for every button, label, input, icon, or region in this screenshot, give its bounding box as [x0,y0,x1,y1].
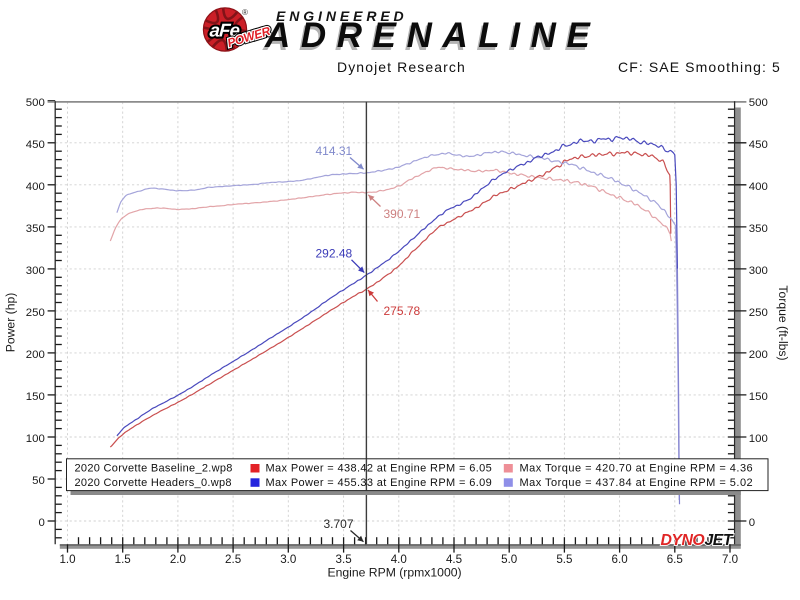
svg-text:0: 0 [38,517,44,529]
svg-text:300: 300 [749,265,768,277]
svg-text:390.71: 390.71 [384,207,421,221]
svg-text:292.48: 292.48 [316,247,353,261]
svg-text:Max Torque = 437.84 at Engine: Max Torque = 437.84 at Engine RPM = 5.02 [520,477,754,489]
svg-text:1.0: 1.0 [59,553,75,566]
svg-text:JET: JET [705,532,734,549]
svg-text:250: 250 [749,307,768,319]
svg-text:DYNO: DYNO [661,532,706,549]
svg-text:300: 300 [26,265,45,277]
svg-text:400: 400 [749,181,768,193]
svg-text:2020 Corvette Headers_0.wp8: 2020 Corvette Headers_0.wp8 [75,477,232,489]
svg-text:4.5: 4.5 [446,553,462,566]
svg-text:250: 250 [26,307,45,319]
svg-text:100: 100 [26,433,45,445]
svg-text:150: 150 [26,391,45,403]
svg-text:Max Power = 438.42 at Engine R: Max Power = 438.42 at Engine RPM = 6.05 [266,463,493,475]
svg-text:6.5: 6.5 [667,553,683,566]
svg-text:DYNO: DYNO [661,532,706,549]
svg-text:3.0: 3.0 [280,553,296,566]
svg-text:2.0: 2.0 [170,553,186,566]
svg-text:275.78: 275.78 [384,304,421,318]
svg-text:3.707: 3.707 [324,517,354,531]
svg-text:414.31: 414.31 [316,144,353,158]
svg-text:50: 50 [32,475,45,487]
svg-text:Max Torque = 420.70 at Engine: Max Torque = 420.70 at Engine RPM = 4.36 [520,463,754,475]
svg-text:450: 450 [26,139,45,151]
svg-text:350: 350 [26,223,45,235]
svg-text:Power (hp): Power (hp) [4,293,18,353]
svg-text:®: ® [242,8,248,17]
svg-text:0: 0 [749,517,755,529]
svg-text:Engine RPM (rpmx1000): Engine RPM (rpmx1000) [327,566,461,580]
svg-text:2020 Corvette Baseline_2.wp8: 2020 Corvette Baseline_2.wp8 [75,463,233,475]
svg-text:aFe: aFe [209,19,240,40]
svg-text:100: 100 [749,433,768,445]
svg-text:6.0: 6.0 [612,553,628,566]
svg-text:150: 150 [749,391,768,403]
svg-text:500: 500 [26,97,45,109]
svg-text:3.5: 3.5 [336,553,352,566]
svg-text:JET: JET [705,532,734,549]
svg-text:500: 500 [749,97,768,109]
svg-text:200: 200 [26,349,45,361]
svg-text:Torque (ft-lbs): Torque (ft-lbs) [776,285,790,360]
svg-text:450: 450 [749,139,768,151]
svg-text:350: 350 [749,223,768,235]
svg-text:1.5: 1.5 [115,553,131,566]
svg-text:2.5: 2.5 [225,553,241,566]
svg-text:400: 400 [26,181,45,193]
svg-text:5.0: 5.0 [501,553,517,566]
svg-text:5.5: 5.5 [556,553,572,566]
svg-text:4.0: 4.0 [391,553,407,566]
svg-text:7.0: 7.0 [722,553,738,566]
svg-text:Max Power = 455.33 at Engine R: Max Power = 455.33 at Engine RPM = 6.09 [266,477,493,489]
svg-text:200: 200 [749,349,768,361]
